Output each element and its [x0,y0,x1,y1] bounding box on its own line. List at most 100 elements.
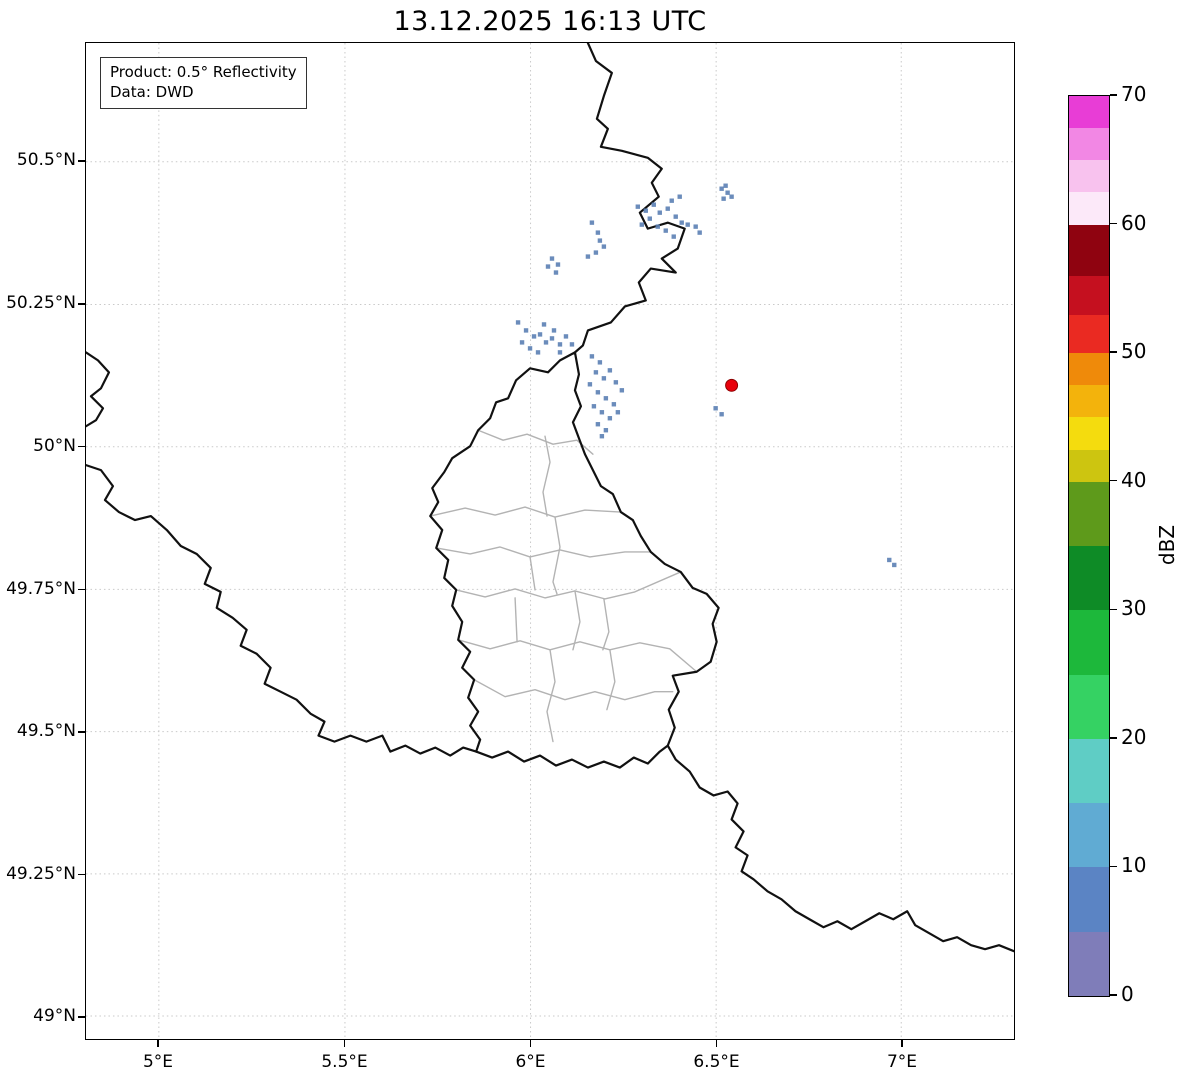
colorbar-tick-mark [1109,994,1117,996]
canton-line-12 [606,649,616,711]
y-tick-label: 49.5°N [16,721,76,741]
colorbar-segment [1069,738,1109,804]
radar-echo-pixel [543,340,549,345]
colorbar-tick-label: 60 [1121,210,1147,235]
canton-line-1 [477,429,594,455]
x-tick-mark [157,1040,159,1047]
canton-line-8 [552,516,561,595]
radar-echo-pixel [531,334,537,339]
colorbar-tick-label: 10 [1121,853,1147,878]
radar-echo-pixel [639,222,644,227]
canton-line-9 [572,590,581,651]
colorbar-segment [1069,275,1109,315]
colorbar-segment [1069,384,1109,418]
west-border-pocket [86,351,111,428]
canton-line-2 [429,506,622,518]
colorbar-segment [1069,224,1109,276]
radar-echo-pixel [601,376,607,381]
colorbar-segment [1069,674,1109,739]
radar-echo-pixel [557,342,563,347]
radar-echo-pixel [553,270,559,275]
radar-echo-pixel [725,190,730,195]
radar-echo-pixel [551,328,557,333]
colorbar-segment [1069,191,1109,225]
x-tick-mark [901,1040,903,1047]
colorbar-segment [1069,866,1109,932]
colorbar-segment [1069,352,1109,386]
colorbar-segment [1069,95,1109,129]
product-info-box: Product: 0.5° Reflectivity Data: DWD [100,57,307,109]
canton-line-7 [542,435,551,517]
radar-echo-pixel [557,350,563,355]
radar-echo-pixel [589,220,595,225]
radar-echo-pixel [585,254,591,259]
luxembourg-border [429,351,720,769]
radar-echo-pixel [595,422,601,427]
radar-echo-pixel [527,346,533,351]
colorbar-tick-label: 50 [1121,339,1147,364]
x-tick-mark [343,1040,346,1047]
x-tick-label: 5°E [142,1052,174,1072]
x-tick-label: 7°E [886,1052,918,1072]
y-tick-mark [78,1016,85,1018]
belgium-germany-border [573,43,686,354]
radar-echo-pixel [647,216,652,221]
colorbar-segment [1069,802,1109,868]
radar-echo-pixel [671,234,676,239]
canton-line-10 [602,598,610,651]
radar-echo-pixel [673,214,678,219]
y-tick-label: 50°N [33,435,76,456]
data-source-line: Data: DWD [110,83,194,102]
radar-echo-pixel [657,210,662,215]
map-plot: Product: 0.5° Reflectivity Data: DWD [85,42,1015,1040]
x-tick-label: 5.5°E [321,1052,368,1072]
colorbar-segment [1069,416,1109,450]
canton-line-5 [457,639,698,673]
radar-echo-pixel [729,194,734,199]
x-tick-mark [529,1040,532,1047]
radar-echo-pixel [599,434,605,439]
x-tick-mark [715,1040,718,1047]
colorbar-tick-label: 20 [1121,724,1147,749]
colorbar-segment [1069,449,1109,482]
radar-echo-pixel [679,220,684,225]
figure-title: 13.12.2025 16:13 UTC [393,6,707,37]
radar-echo-pixel [593,250,599,255]
radar-echo-pixel [887,557,892,563]
france-belgium-border [86,464,478,757]
radar-echo-pixel [555,262,561,267]
radar-echo-pixel [607,368,613,373]
colorbar-segment [1069,314,1109,354]
colorbar-segment [1069,545,1109,611]
radar-echo-pixel [603,428,609,433]
y-tick-mark [78,873,85,876]
radar-echo-pixel [595,390,601,395]
colorbar-tick-label: 30 [1121,596,1147,621]
radar-echo-pixel [515,320,521,325]
canton-line-4 [455,571,682,600]
radar-echo-pixel [569,342,575,347]
radar-echo-pixel [685,222,690,227]
radar-echo-pixel [603,396,609,401]
radar-echo-pixel [719,412,724,417]
canton-line-3 [435,546,652,558]
radar-echo-pixel [643,208,648,213]
radar-echo-pixel [537,332,543,337]
colorbar-tick-mark [1109,479,1117,482]
radar-echo-pixel [523,328,529,333]
radar-echo-pixel [719,186,724,191]
y-tick-mark [78,160,85,162]
colorbar-segment [1069,931,1109,996]
radar-echo-pixel [597,238,603,243]
radar-echo-pixel [892,562,897,568]
colorbar-segment [1069,127,1109,161]
radar-echo-pixel [549,256,555,261]
radar-echo-pixel [615,410,621,415]
colorbar-tick-mark [1109,737,1117,739]
y-tick-mark [78,445,85,448]
radar-echo-pixel [545,264,551,269]
y-tick-label: 50.5°N [16,150,76,170]
y-tick-label: 49.75°N [6,578,76,599]
canton-line-14 [514,597,518,643]
